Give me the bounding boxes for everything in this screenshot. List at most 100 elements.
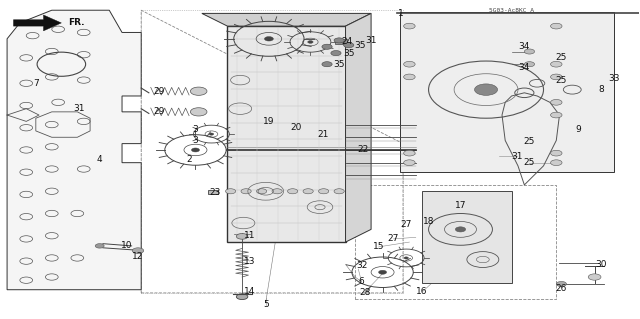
Circle shape: [550, 74, 562, 80]
Circle shape: [379, 270, 387, 274]
Circle shape: [95, 244, 104, 248]
Text: 31: 31: [73, 104, 84, 113]
Circle shape: [236, 294, 248, 300]
Circle shape: [404, 61, 415, 67]
Circle shape: [190, 87, 207, 95]
Text: 24: 24: [341, 38, 353, 47]
Text: 1: 1: [397, 9, 403, 18]
Circle shape: [524, 49, 534, 54]
Text: 8: 8: [598, 85, 604, 94]
Text: 23: 23: [209, 188, 220, 197]
Text: 7: 7: [33, 79, 38, 88]
Circle shape: [236, 234, 248, 239]
Text: 27: 27: [401, 220, 412, 229]
Circle shape: [404, 160, 415, 166]
Text: 25: 25: [524, 137, 535, 145]
Circle shape: [287, 189, 298, 194]
Circle shape: [241, 189, 252, 194]
Circle shape: [334, 38, 344, 43]
Circle shape: [550, 150, 562, 156]
Bar: [335, 39, 348, 44]
Text: 29: 29: [154, 87, 164, 96]
Circle shape: [550, 61, 562, 67]
Circle shape: [322, 62, 332, 67]
Polygon shape: [227, 26, 346, 242]
Circle shape: [556, 281, 566, 286]
Circle shape: [404, 257, 408, 259]
Text: 3: 3: [193, 125, 198, 134]
Circle shape: [404, 74, 415, 80]
Circle shape: [272, 189, 282, 194]
Circle shape: [190, 108, 207, 116]
Circle shape: [404, 150, 415, 156]
Text: 20: 20: [290, 123, 301, 132]
Circle shape: [588, 274, 601, 280]
Text: 31: 31: [511, 152, 522, 161]
Text: 15: 15: [373, 242, 385, 251]
Circle shape: [191, 148, 200, 152]
Polygon shape: [422, 191, 511, 283]
Text: 17: 17: [455, 201, 467, 210]
Circle shape: [322, 44, 332, 49]
Text: 26: 26: [556, 284, 567, 293]
Circle shape: [404, 23, 415, 29]
Circle shape: [225, 189, 236, 194]
Polygon shape: [13, 15, 61, 31]
Text: 25: 25: [524, 158, 535, 167]
Circle shape: [319, 189, 329, 194]
Circle shape: [550, 23, 562, 29]
Text: 11: 11: [244, 231, 255, 240]
Text: 35: 35: [354, 41, 365, 50]
Circle shape: [303, 189, 313, 194]
Circle shape: [550, 112, 562, 118]
Text: 13: 13: [244, 257, 255, 266]
Text: 12: 12: [132, 252, 144, 261]
Text: 31: 31: [365, 36, 377, 45]
Text: 9: 9: [576, 125, 582, 134]
Text: 2: 2: [186, 155, 192, 164]
Bar: [208, 190, 218, 195]
Text: 35: 35: [343, 48, 355, 58]
Text: 5: 5: [263, 300, 269, 309]
Circle shape: [132, 248, 144, 254]
Polygon shape: [400, 12, 614, 172]
Text: 28: 28: [359, 288, 371, 297]
Text: 25: 25: [556, 53, 567, 62]
Polygon shape: [202, 13, 371, 26]
Text: 27: 27: [388, 234, 399, 243]
Circle shape: [308, 41, 313, 43]
Circle shape: [264, 37, 273, 41]
Text: 35: 35: [333, 60, 345, 69]
Text: 32: 32: [356, 261, 367, 271]
Circle shape: [209, 133, 214, 135]
Text: 3: 3: [193, 136, 198, 145]
Circle shape: [474, 84, 497, 95]
Circle shape: [524, 62, 534, 67]
Text: 16: 16: [417, 287, 428, 296]
Text: FR.: FR.: [68, 19, 84, 27]
Circle shape: [550, 160, 562, 166]
Text: 25: 25: [556, 76, 567, 85]
Circle shape: [331, 50, 341, 56]
Text: 6: 6: [358, 277, 364, 286]
Text: 29: 29: [154, 108, 164, 116]
Text: 5G03-Ac8KC A: 5G03-Ac8KC A: [489, 8, 534, 13]
Circle shape: [550, 100, 562, 105]
Text: 10: 10: [122, 241, 133, 250]
Text: 4: 4: [97, 155, 102, 164]
Polygon shape: [346, 13, 371, 242]
Text: 14: 14: [244, 287, 255, 296]
Text: 33: 33: [608, 74, 620, 83]
Circle shape: [334, 189, 344, 194]
Text: 34: 34: [518, 63, 530, 72]
Text: 34: 34: [518, 42, 530, 51]
Text: 30: 30: [595, 260, 607, 269]
Circle shape: [456, 227, 466, 232]
Polygon shape: [7, 10, 141, 290]
Text: 21: 21: [317, 130, 329, 139]
Circle shape: [257, 189, 267, 194]
Text: 22: 22: [357, 145, 369, 154]
Text: 18: 18: [423, 217, 435, 226]
Circle shape: [344, 43, 354, 48]
Text: 19: 19: [263, 117, 275, 126]
